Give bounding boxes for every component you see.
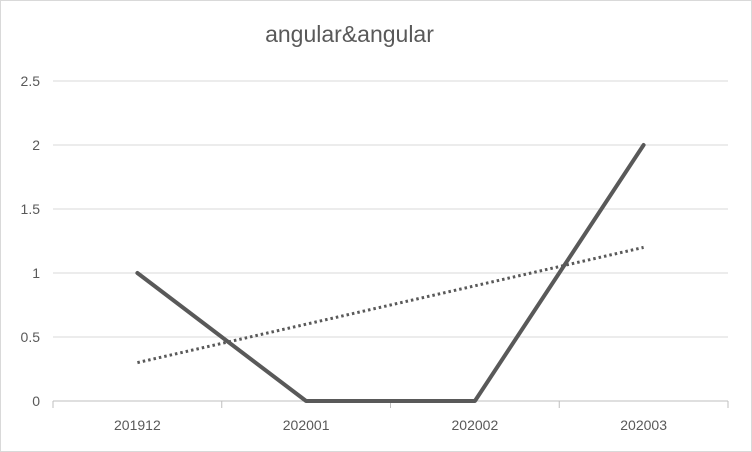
x-tick-label: 201912	[114, 417, 161, 433]
y-tick-label: 0	[32, 393, 40, 409]
y-tick-label: 2.5	[21, 73, 41, 89]
chart-title: angular&angular	[265, 21, 434, 47]
y-tick-label: 2	[32, 137, 40, 153]
x-tick-label: 202001	[283, 417, 330, 433]
x-tick-label: 202002	[452, 417, 499, 433]
trendline-series	[137, 245, 644, 365]
y-tick-label: 1	[32, 265, 40, 281]
y-tick-label: 1.5	[21, 201, 41, 217]
y-tick-label: 0.5	[21, 329, 41, 345]
data-series-line	[135, 143, 646, 403]
x-tick-label: 202003	[620, 417, 667, 433]
